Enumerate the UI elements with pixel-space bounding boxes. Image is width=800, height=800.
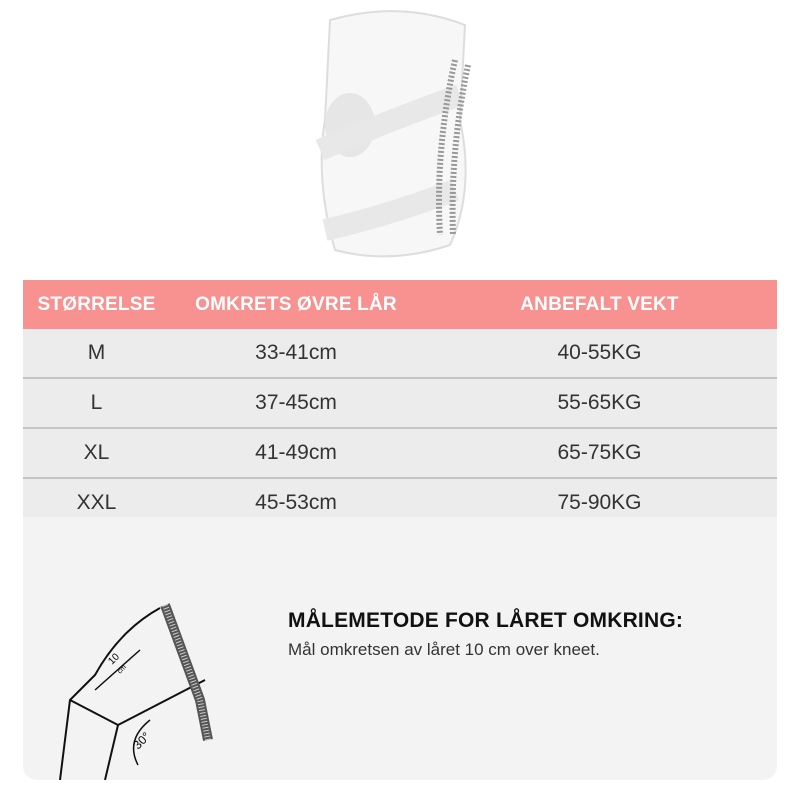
table-row: XL 41-49cm 65-75KG — [23, 428, 777, 479]
measurement-panel — [23, 517, 777, 780]
leg-measurement-illustration: 10 cm 30° — [59, 603, 213, 780]
measurement-method-text: Mål omkretsen av låret 10 cm over kneet. — [288, 640, 600, 659]
distance-unit: cm — [116, 664, 128, 676]
table-row: M 33-41cm 40-55KG — [23, 329, 777, 379]
table-header-row: STØRRELSE OMKRETS ØVRE LÅR ANBEFALT VEKT — [23, 280, 777, 329]
size-cell: M — [23, 329, 170, 379]
knee-brace-image — [315, 10, 471, 258]
circumference-cell: 41-49cm — [170, 428, 422, 479]
size-cell: L — [23, 378, 170, 429]
table-row: L 37-45cm 55-65KG — [23, 378, 777, 429]
header-weight: ANBEFALT VEKT — [422, 280, 777, 329]
size-table: STØRRELSE OMKRETS ØVRE LÅR ANBEFALT VEKT… — [23, 280, 777, 529]
weight-cell: 40-55KG — [422, 329, 777, 379]
circumference-cell: 33-41cm — [170, 329, 422, 379]
weight-cell: 55-65KG — [422, 378, 777, 429]
measurement-method-title: MÅLEMETODE FOR LÅRET OMKRING: — [288, 609, 684, 632]
header-circumference: OMKRETS ØVRE LÅR — [170, 280, 422, 329]
header-size: STØRRELSE — [23, 280, 170, 329]
size-cell: XL — [23, 428, 170, 479]
weight-cell: 65-75KG — [422, 428, 777, 479]
circumference-cell: 37-45cm — [170, 378, 422, 429]
